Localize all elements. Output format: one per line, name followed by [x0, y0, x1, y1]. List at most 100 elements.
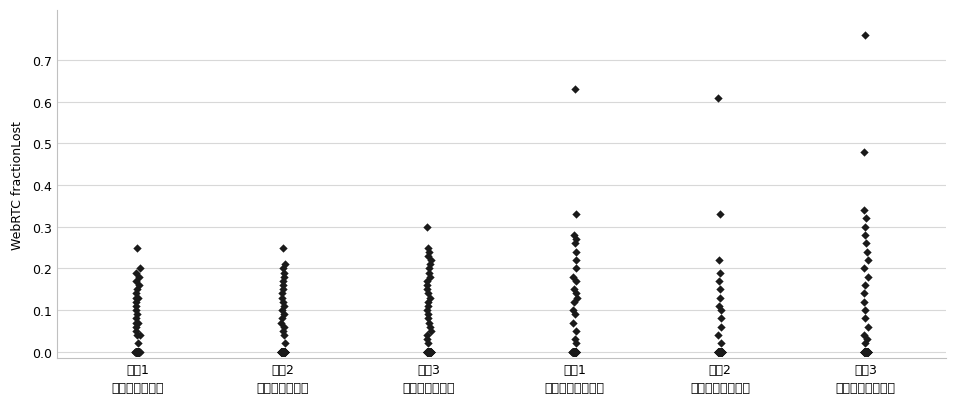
- Point: [132, 349, 147, 355]
- Point: [566, 274, 581, 280]
- Point: [420, 336, 435, 343]
- Point: [568, 349, 583, 355]
- Point: [421, 349, 436, 355]
- Point: [859, 249, 875, 256]
- Point: [567, 349, 582, 355]
- Point: [860, 349, 876, 355]
- Point: [711, 349, 726, 355]
- Point: [419, 349, 434, 355]
- Point: [857, 349, 872, 355]
- Point: [714, 349, 729, 355]
- Point: [568, 349, 584, 355]
- Point: [276, 286, 291, 293]
- Point: [568, 349, 584, 355]
- Point: [859, 349, 875, 355]
- Point: [712, 349, 727, 355]
- Point: [275, 307, 290, 313]
- Point: [422, 349, 437, 355]
- Point: [274, 349, 289, 355]
- Point: [711, 349, 726, 355]
- Point: [566, 349, 581, 355]
- Point: [566, 349, 581, 355]
- Point: [131, 349, 146, 355]
- Point: [568, 211, 584, 218]
- Point: [422, 349, 437, 355]
- Point: [131, 349, 146, 355]
- Point: [566, 349, 581, 355]
- Point: [275, 299, 290, 305]
- Point: [568, 290, 584, 297]
- Point: [566, 349, 581, 355]
- Point: [860, 349, 876, 355]
- Point: [859, 349, 875, 355]
- Point: [129, 349, 145, 355]
- Point: [419, 224, 434, 230]
- Point: [421, 340, 436, 347]
- Point: [858, 216, 874, 222]
- Point: [128, 278, 144, 284]
- Point: [277, 270, 292, 276]
- Point: [275, 349, 290, 355]
- Point: [857, 349, 872, 355]
- Point: [274, 349, 289, 355]
- Point: [128, 315, 144, 322]
- Y-axis label: WebRTC fractionLost: WebRTC fractionLost: [11, 120, 24, 249]
- Point: [857, 349, 873, 355]
- Point: [859, 349, 875, 355]
- Point: [129, 349, 145, 355]
- Point: [710, 95, 725, 102]
- Point: [858, 349, 874, 355]
- Point: [423, 349, 438, 355]
- Point: [131, 349, 146, 355]
- Point: [566, 349, 581, 355]
- Point: [275, 290, 290, 297]
- Point: [275, 349, 290, 355]
- Point: [422, 349, 437, 355]
- Point: [568, 349, 584, 355]
- Point: [857, 349, 872, 355]
- Point: [711, 349, 726, 355]
- Point: [566, 349, 581, 355]
- Point: [130, 349, 145, 355]
- Point: [421, 266, 436, 272]
- Point: [128, 349, 144, 355]
- Point: [422, 274, 437, 280]
- Point: [714, 340, 729, 347]
- Point: [860, 349, 876, 355]
- Point: [566, 349, 581, 355]
- Point: [419, 349, 434, 355]
- Point: [419, 307, 434, 313]
- Point: [568, 336, 583, 343]
- Point: [278, 349, 293, 355]
- Point: [566, 232, 581, 239]
- Point: [568, 266, 584, 272]
- Point: [276, 278, 291, 284]
- Point: [276, 303, 291, 309]
- Point: [568, 349, 583, 355]
- Point: [423, 328, 438, 335]
- Point: [423, 257, 438, 264]
- Point: [711, 349, 726, 355]
- Point: [420, 349, 435, 355]
- Point: [711, 303, 726, 309]
- Point: [712, 349, 727, 355]
- Point: [857, 349, 873, 355]
- Point: [566, 349, 581, 355]
- Point: [127, 349, 143, 355]
- Point: [276, 349, 291, 355]
- Point: [568, 349, 583, 355]
- Point: [857, 332, 872, 339]
- Point: [711, 349, 726, 355]
- Point: [422, 294, 437, 301]
- Point: [423, 349, 438, 355]
- Point: [422, 249, 437, 256]
- Point: [420, 349, 435, 355]
- Point: [568, 257, 584, 264]
- Point: [276, 349, 291, 355]
- Point: [130, 349, 145, 355]
- Point: [276, 349, 291, 355]
- Point: [857, 266, 872, 272]
- Point: [275, 349, 290, 355]
- Point: [132, 332, 147, 339]
- Point: [712, 349, 727, 355]
